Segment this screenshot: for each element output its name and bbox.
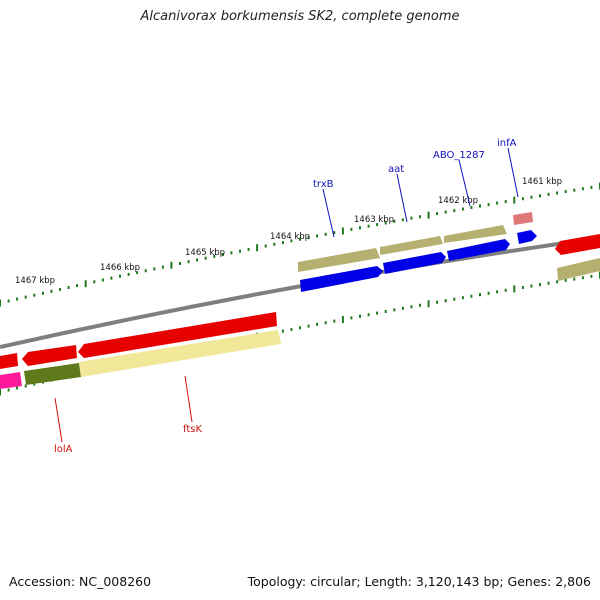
cog-feature	[0, 372, 22, 389]
leader-aat	[396, 173, 408, 223]
leader-infA	[507, 147, 519, 198]
reverse-cds-ring	[0, 234, 600, 369]
reverse-cog-ring	[0, 330, 281, 389]
reverse-cds-arrow	[0, 353, 18, 369]
map-title: Alcanivorax borkumensis SK2, complete ge…	[140, 9, 460, 24]
kbp-label-1465: 1465 kbp	[185, 248, 225, 258]
forward-cog-ring	[298, 212, 600, 281]
cog-feature	[24, 363, 81, 385]
kbp-label-1466: 1466 kbp	[100, 263, 140, 273]
kbp-label-1462: 1462 kbp	[438, 196, 478, 206]
leader-ABO_1287	[458, 159, 471, 207]
accession-text: Accession: NC_008260	[9, 574, 152, 589]
cog-feature	[557, 258, 600, 281]
reverse-cds-arrow	[78, 312, 277, 358]
inner-tick-ring	[0, 271, 600, 396]
gene-label-ABO_1287: ABO_1287	[433, 150, 485, 161]
forward-cds-arrow	[517, 230, 537, 244]
gene-label-lolA: lolA	[54, 444, 73, 455]
gene-label-aat: aat	[388, 164, 404, 175]
forward-cds-arrow	[383, 252, 446, 274]
kbp-label-1461: 1461 kbp	[522, 177, 562, 187]
genome-summary-text: Topology: circular; Length: 3,120,143 bp…	[247, 574, 591, 589]
forward-cds-ring	[300, 230, 537, 292]
outer-tick-ring	[0, 182, 600, 307]
cog-feature	[380, 236, 443, 255]
cog-feature	[444, 225, 507, 243]
kbp-label-1464: 1464 kbp	[270, 232, 310, 242]
forward-cds-arrow	[300, 266, 383, 292]
genome-backbone	[0, 236, 600, 349]
rna-feature	[513, 212, 533, 225]
gene-label-ftsK: ftsK	[183, 424, 202, 435]
leader-ftsK	[184, 375, 193, 423]
reverse-cds-arrow	[555, 234, 600, 255]
kbp-label-1463: 1463 kbp	[354, 215, 394, 225]
cog-feature	[79, 330, 281, 377]
label-leaders	[54, 147, 519, 443]
cog-feature	[298, 248, 380, 272]
gene-label-trxB: trxB	[313, 179, 334, 190]
leader-trxB	[322, 188, 335, 238]
reverse-cds-arrow	[22, 345, 77, 366]
leader-lolA	[54, 397, 63, 443]
kbp-label-1467: 1467 kbp	[15, 276, 55, 286]
forward-cds-arrow	[447, 239, 510, 261]
gene-label-infA: infA	[497, 138, 517, 149]
